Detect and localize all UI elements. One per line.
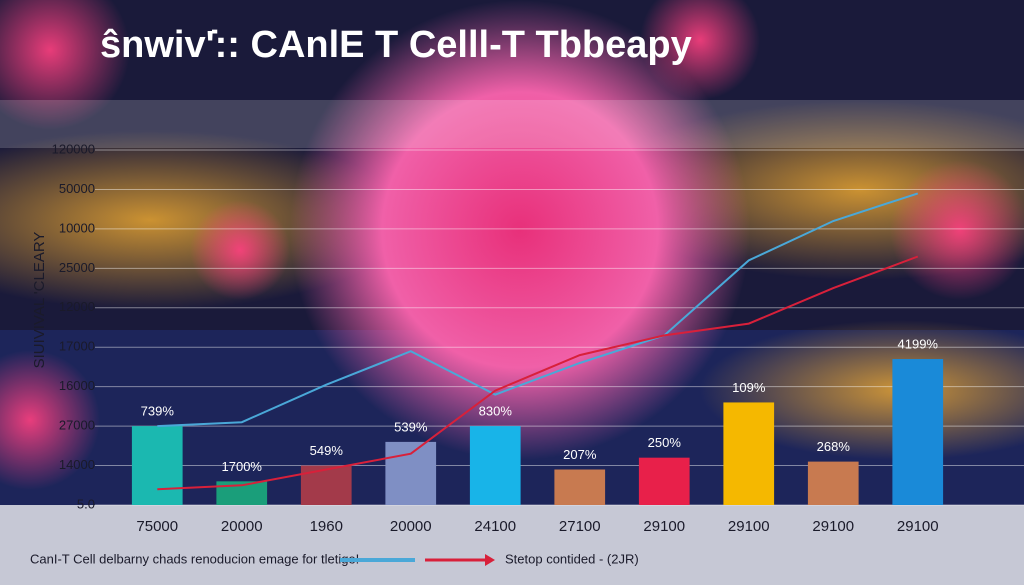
bar <box>216 481 268 505</box>
x-tick-label: 20000 <box>390 518 432 535</box>
x-tick-label: 29100 <box>643 518 685 535</box>
bar <box>300 465 352 505</box>
bar <box>554 469 606 505</box>
bar-label: 549% <box>310 443 344 458</box>
bar <box>723 402 775 505</box>
x-tick-label: 1960 <box>310 518 343 535</box>
chart-title: ŝnwiv'̇:: CAnlE T Celll-T Tbbeapy <box>100 24 692 66</box>
y-tick-label: 16000 <box>59 378 95 393</box>
bar <box>638 457 690 505</box>
bar-label: 109% <box>732 380 766 395</box>
x-tick-label: 24100 <box>474 518 516 535</box>
bar-label: 739% <box>141 404 175 419</box>
bar-label: 1700% <box>222 459 263 474</box>
bar-label: 830% <box>479 404 513 419</box>
bar-label: 268% <box>817 439 851 454</box>
bar <box>892 359 944 505</box>
y-tick-label: 5.0 <box>77 496 95 511</box>
bar <box>385 441 437 505</box>
bar <box>469 426 521 505</box>
y-tick-label: 27000 <box>59 418 95 433</box>
y-tick-label: 10000 <box>59 220 95 235</box>
y-tick-label: 25000 <box>59 260 95 275</box>
x-tick-label: 20000 <box>221 518 263 535</box>
y-tick-label: 17000 <box>59 339 95 354</box>
y-tick-label: 120000 <box>52 141 95 156</box>
legend-label: CanI-T Cell delbarny chads renoducion em… <box>30 551 359 566</box>
y-tick-label: 12000 <box>59 299 95 314</box>
bar-label: 4199% <box>898 336 939 351</box>
bar-label: 539% <box>394 419 428 434</box>
x-tick-label: 27100 <box>559 518 601 535</box>
bar <box>807 461 859 505</box>
x-tick-label: 29100 <box>728 518 770 535</box>
bar-label: 250% <box>648 435 682 450</box>
legend-arrow <box>485 554 495 566</box>
line-series <box>157 192 919 428</box>
bar <box>131 426 183 505</box>
y-tick-label: 14000 <box>59 457 95 472</box>
x-tick-label: 29100 <box>897 518 939 535</box>
y-tick-label: 50000 <box>59 181 95 196</box>
x-tick-label: 75000 <box>136 518 178 535</box>
y-axis-label: SIUIVIVAL 'CLEARY <box>31 232 48 369</box>
bar-label: 207% <box>563 447 597 462</box>
line-series <box>157 255 919 491</box>
legend-label: Stetop contided - (2JR) <box>505 551 639 566</box>
x-tick-label: 29100 <box>812 518 854 535</box>
